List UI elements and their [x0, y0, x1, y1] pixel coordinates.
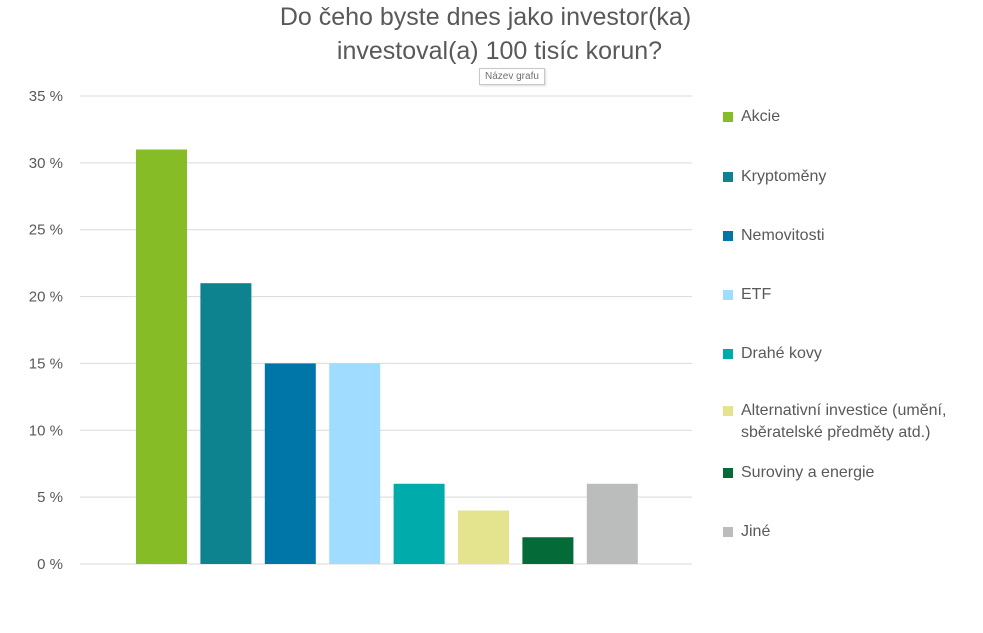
- legend-label: Akcie: [741, 108, 781, 125]
- y-tick-label: 35 %: [29, 88, 63, 105]
- chart-title-line-1: Do čeho byste dnes jako investor(ka): [279, 3, 692, 31]
- bar-4: [329, 363, 381, 564]
- legend-item: Drahé kovy: [723, 343, 981, 365]
- y-tick-label: 20 %: [29, 289, 63, 306]
- bar-2: [200, 283, 252, 564]
- legend-item: Kryptoměny: [723, 166, 981, 188]
- y-tick-label: 30 %: [29, 155, 63, 172]
- legend-label: ETF: [741, 286, 772, 303]
- chart-title-line-2: investoval(a) 100 tisíc korun?: [336, 37, 663, 65]
- bar-1: [136, 149, 187, 564]
- bar-6: [458, 510, 509, 564]
- legend-item: ETF: [723, 284, 981, 306]
- y-tick-label: 10 %: [29, 422, 63, 439]
- bar-7: [522, 537, 574, 564]
- legend-item: Nemovitosti: [723, 225, 981, 247]
- legend-item: Suroviny a energie: [723, 462, 981, 484]
- legend-swatch: [723, 290, 733, 300]
- legend-swatch: [723, 406, 733, 416]
- chart-title-tooltip: Název grafu: [479, 68, 545, 85]
- y-tick-label: 25 %: [29, 222, 63, 239]
- legend-label: Nemovitosti: [741, 227, 825, 244]
- legend-label: Alternativní investice (umění, sběratels…: [741, 402, 947, 441]
- legend-label: Kryptoměny: [741, 168, 827, 185]
- legend-item: Jiné: [723, 521, 981, 543]
- legend-label: Drahé kovy: [741, 345, 822, 362]
- legend-label: Jiné: [741, 523, 771, 540]
- bar-3: [264, 363, 316, 564]
- y-tick-label: 0 %: [37, 556, 63, 573]
- legend-swatch: [723, 468, 733, 478]
- bar-5: [393, 483, 445, 564]
- legend-item: Alternativní investice (umění, sběratels…: [723, 400, 981, 444]
- bar-8: [586, 483, 638, 564]
- legend-swatch: [723, 527, 733, 537]
- y-tick-label: 5 %: [37, 489, 63, 506]
- legend-swatch: [723, 231, 733, 241]
- legend-label: Suroviny a energie: [741, 464, 875, 481]
- legend-item: Akcie: [723, 106, 981, 128]
- legend-swatch: [723, 112, 733, 122]
- legend-swatch: [723, 349, 733, 359]
- y-tick-label: 15 %: [29, 355, 63, 372]
- legend-swatch: [723, 172, 733, 182]
